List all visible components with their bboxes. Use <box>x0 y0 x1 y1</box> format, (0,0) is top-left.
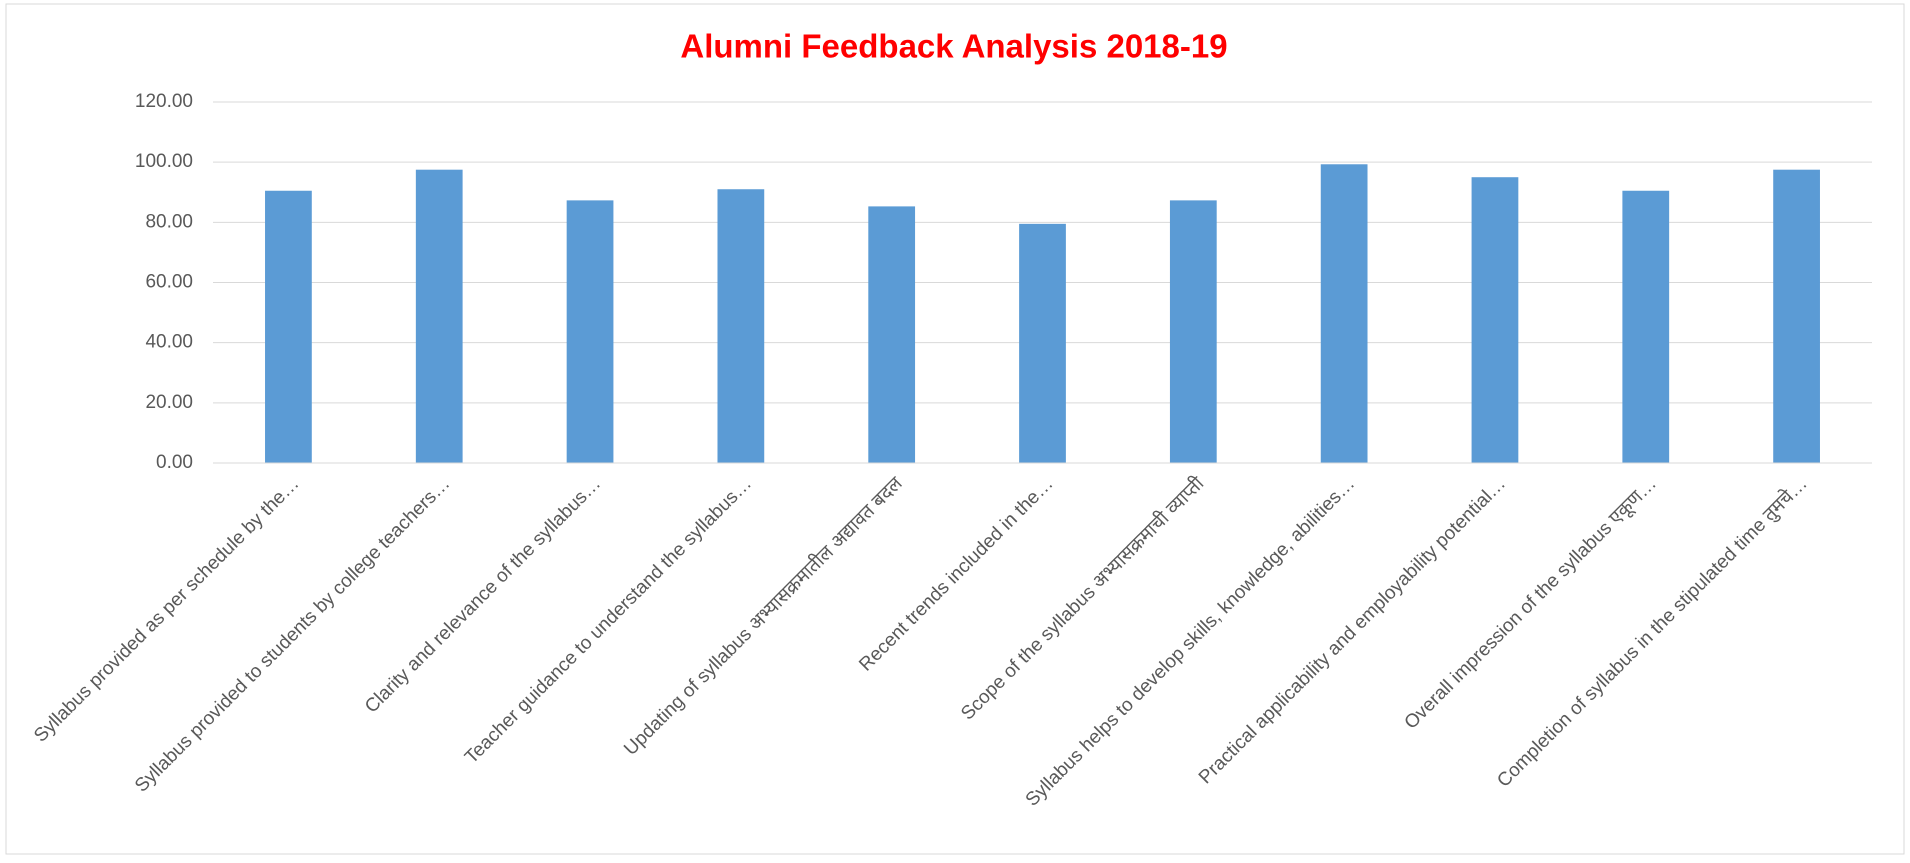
bar <box>1622 190 1670 463</box>
bar <box>868 206 916 463</box>
y-tick-label: 100.00 <box>135 151 193 172</box>
y-tick-label: 40.00 <box>145 332 193 353</box>
bar <box>1019 223 1066 463</box>
bar <box>415 169 463 463</box>
bar <box>1773 169 1820 463</box>
bar <box>566 200 614 463</box>
y-tick-label: 120.00 <box>135 91 193 112</box>
bar <box>1320 164 1368 463</box>
chart-title: Alumni Feedback Analysis 2018-19 <box>680 28 1227 65</box>
y-tick-label: 60.00 <box>145 272 193 293</box>
y-tick-label: 20.00 <box>145 392 193 413</box>
bar <box>717 189 765 463</box>
y-tick-label: 0.00 <box>156 452 193 473</box>
bar <box>1471 177 1519 464</box>
y-tick-label: 80.00 <box>145 211 193 232</box>
bar <box>265 190 312 463</box>
chart-border <box>5 3 1905 855</box>
bar <box>1169 200 1217 463</box>
